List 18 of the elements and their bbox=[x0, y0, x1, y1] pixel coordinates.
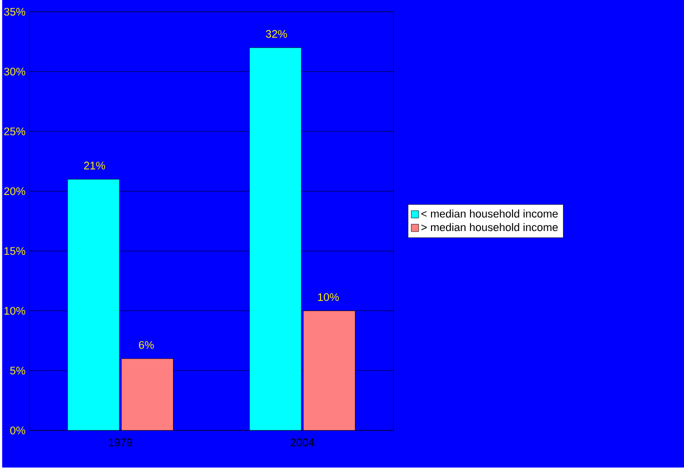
data-label: 6% bbox=[138, 341, 154, 350]
y-tick-label: 5% bbox=[10, 367, 26, 375]
legend-label: < median household income bbox=[421, 210, 558, 218]
data-label: 32% bbox=[266, 30, 287, 38]
bar bbox=[121, 358, 174, 431]
y-tick-label: 20% bbox=[4, 188, 26, 196]
y-tick-label: 30% bbox=[4, 68, 26, 76]
data-label: 10% bbox=[318, 293, 339, 302]
bar bbox=[303, 310, 356, 431]
data-label: 21% bbox=[84, 162, 106, 170]
x-tick-label: 1979 bbox=[109, 438, 132, 447]
y-tick-label: 10% bbox=[4, 307, 26, 315]
y-tick-label: 25% bbox=[4, 128, 26, 136]
legend-label: > median household income bbox=[421, 223, 558, 232]
y-tick-label: 0% bbox=[10, 426, 26, 435]
x-tick-label: 2004 bbox=[290, 438, 314, 447]
y-tick-label: 15% bbox=[4, 247, 26, 256]
y-tick-label: 35% bbox=[4, 8, 26, 16]
